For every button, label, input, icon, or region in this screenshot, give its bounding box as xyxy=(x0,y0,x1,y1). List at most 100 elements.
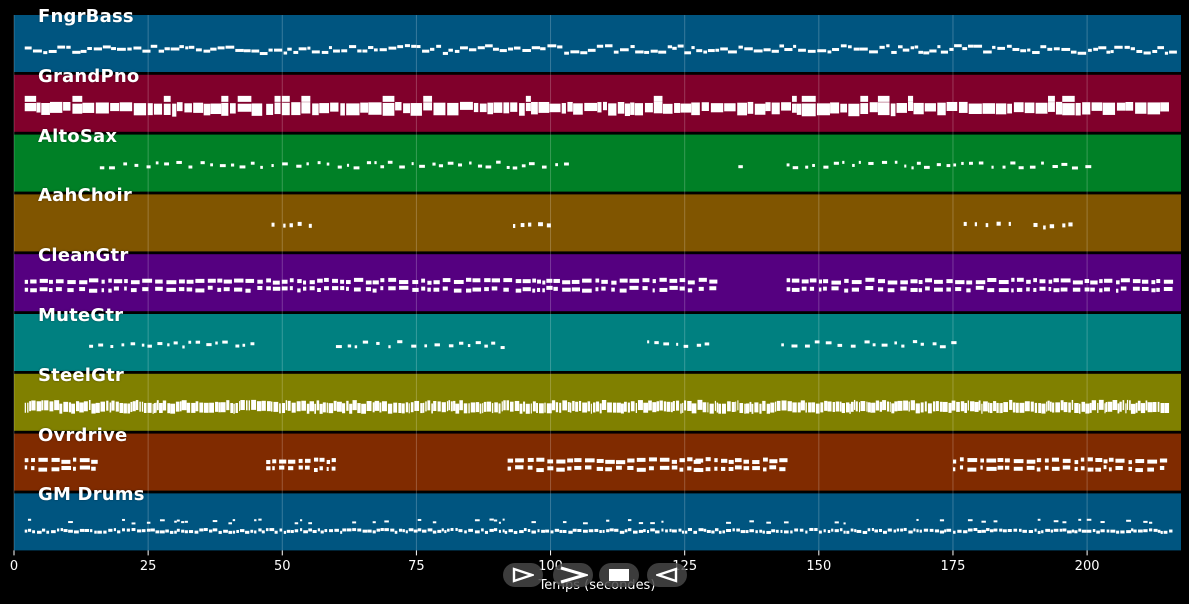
note xyxy=(453,279,464,284)
note xyxy=(164,162,170,166)
note xyxy=(413,529,418,533)
note xyxy=(261,400,266,411)
note xyxy=(319,457,325,462)
note xyxy=(1112,400,1118,411)
note xyxy=(87,47,92,51)
note xyxy=(619,278,628,283)
note xyxy=(1110,529,1116,533)
note xyxy=(1068,402,1071,413)
note xyxy=(380,286,384,291)
note xyxy=(24,458,29,463)
note xyxy=(432,521,437,524)
note xyxy=(79,402,84,413)
note xyxy=(709,403,714,414)
note xyxy=(450,527,454,531)
note xyxy=(998,280,1009,285)
note xyxy=(573,103,583,115)
note xyxy=(368,46,374,50)
note xyxy=(195,401,199,412)
note xyxy=(792,95,797,102)
note xyxy=(340,103,345,116)
note xyxy=(627,519,632,522)
note xyxy=(531,101,538,115)
note xyxy=(283,223,286,228)
note xyxy=(420,403,423,414)
note xyxy=(106,400,109,411)
note xyxy=(709,279,718,284)
note xyxy=(1095,467,1102,472)
note xyxy=(985,223,989,228)
note xyxy=(1148,521,1153,524)
note xyxy=(672,46,677,50)
note xyxy=(448,400,451,411)
note xyxy=(63,401,69,412)
note xyxy=(528,162,535,166)
rewind-button[interactable] xyxy=(647,563,687,587)
note xyxy=(599,403,602,414)
note xyxy=(927,403,932,414)
note xyxy=(647,530,650,534)
notes-cleangtr xyxy=(24,277,1174,293)
note xyxy=(562,287,571,292)
note xyxy=(508,47,514,51)
note xyxy=(1063,402,1068,413)
note xyxy=(1039,286,1046,291)
note xyxy=(158,49,165,53)
track-name: MuteGtr xyxy=(38,305,124,326)
note xyxy=(334,528,339,532)
stop-button[interactable] xyxy=(599,563,639,587)
note xyxy=(695,458,704,463)
note xyxy=(203,528,208,532)
notes-aahchoir xyxy=(271,221,1073,230)
note xyxy=(1091,400,1097,411)
note xyxy=(718,530,722,534)
note xyxy=(555,163,558,167)
note xyxy=(484,278,491,283)
note xyxy=(796,103,802,115)
note xyxy=(217,278,223,283)
note xyxy=(955,287,962,292)
note xyxy=(606,529,610,533)
fast-forward-button[interactable] xyxy=(553,563,593,587)
note xyxy=(820,402,824,413)
note xyxy=(57,45,66,49)
note xyxy=(587,48,596,52)
note xyxy=(188,530,194,534)
note xyxy=(222,340,228,344)
note xyxy=(980,458,984,463)
note xyxy=(766,530,771,534)
note xyxy=(387,160,393,164)
note xyxy=(727,50,737,54)
note xyxy=(1087,467,1094,472)
note xyxy=(871,402,876,413)
note xyxy=(923,165,930,169)
note xyxy=(986,528,990,532)
note xyxy=(525,102,531,112)
note xyxy=(423,95,433,102)
note xyxy=(432,162,436,166)
note xyxy=(159,402,163,413)
note xyxy=(879,401,882,412)
note xyxy=(381,401,387,412)
note xyxy=(108,288,112,293)
note xyxy=(1026,465,1035,470)
notes-altosax xyxy=(99,160,1092,170)
note xyxy=(521,164,526,168)
note xyxy=(167,403,171,414)
note xyxy=(1030,401,1034,412)
note xyxy=(266,103,274,115)
note xyxy=(786,287,791,292)
note xyxy=(322,402,326,413)
note xyxy=(447,102,459,116)
note xyxy=(900,280,908,285)
note xyxy=(141,529,146,533)
note xyxy=(691,403,697,414)
note xyxy=(515,465,524,470)
note xyxy=(79,458,90,463)
play-button[interactable] xyxy=(503,563,543,587)
note xyxy=(468,48,477,52)
note xyxy=(237,103,252,112)
note xyxy=(538,222,543,227)
note xyxy=(382,102,395,116)
